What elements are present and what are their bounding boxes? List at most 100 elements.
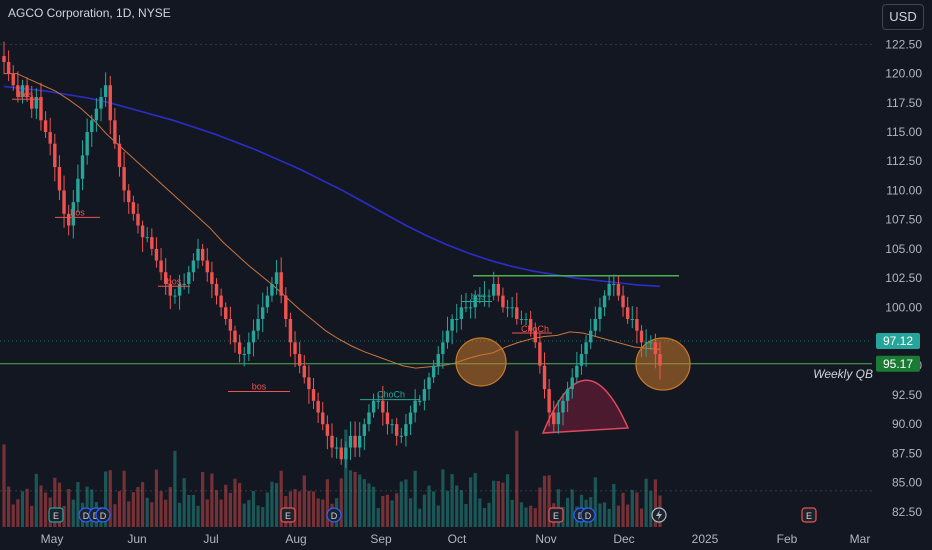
earnings-icon[interactable]: E (801, 507, 817, 523)
candle-body (552, 412, 556, 425)
volume-bar (478, 498, 482, 527)
volume-bar (154, 469, 159, 527)
event-icon-label: D (331, 511, 338, 521)
volume-bar (302, 475, 306, 527)
candle-body (154, 248, 159, 261)
candle-body (625, 307, 630, 319)
volume-bar (238, 482, 242, 527)
volume-bar (177, 502, 182, 527)
price-badge (876, 332, 920, 349)
candle-body (431, 365, 436, 378)
candle-body (196, 248, 200, 261)
candle-body (210, 272, 214, 284)
x-tick-label: Dec (613, 532, 634, 546)
highlight-circle (635, 337, 691, 391)
candle-body (339, 447, 343, 460)
earnings-icon[interactable]: E (548, 507, 564, 523)
bos-label: bos (70, 207, 85, 217)
candle-body (505, 307, 510, 309)
volume-bar (487, 502, 491, 527)
volume-bar (390, 500, 394, 527)
candle-body (127, 190, 131, 203)
candle-body (302, 365, 306, 378)
earnings-icon[interactable]: E (280, 507, 296, 523)
volume-bar (117, 491, 122, 527)
volume-bar (127, 501, 131, 527)
volume-bar (524, 507, 528, 527)
candle-body (122, 167, 126, 191)
candle-body (316, 400, 320, 413)
candle-body (561, 400, 565, 413)
dividend-icon[interactable]: D (580, 507, 596, 523)
volume-bar (630, 489, 634, 527)
volume-bar (542, 475, 547, 527)
volume-bar (621, 492, 625, 527)
candle-body (48, 132, 52, 144)
candle-body (362, 424, 367, 436)
candle-body (478, 295, 482, 297)
volume-bar (566, 497, 570, 527)
volume-bar (639, 508, 644, 527)
event-icon-shape (580, 507, 596, 523)
earnings-icon[interactable]: E (48, 507, 64, 523)
candle-body (358, 435, 362, 448)
candle-body (593, 318, 598, 331)
volume-bar (233, 478, 237, 527)
x-tick-label: Nov (535, 532, 556, 546)
candle-body (639, 330, 644, 343)
volume-bar (325, 479, 329, 527)
x-tick-label: Feb (777, 532, 798, 546)
bos-label: bos (167, 276, 182, 286)
volume-bar (505, 474, 510, 527)
dividend-icon[interactable]: D (95, 507, 111, 523)
volume-bar (653, 479, 657, 527)
candle-body (519, 318, 524, 320)
candle-body (367, 412, 371, 425)
volume-bar (358, 474, 362, 527)
volume-bar (131, 492, 135, 527)
volume-bar (459, 490, 463, 527)
volume-bar (293, 489, 297, 527)
candle-body (256, 318, 260, 331)
candle-body (30, 96, 34, 109)
volume-bar (307, 490, 311, 527)
candle-body (136, 213, 140, 226)
candle-body (150, 237, 154, 249)
volume-bar (247, 500, 251, 527)
candle-body (649, 342, 653, 344)
event-icon-label: E (553, 511, 559, 521)
lightning-icon-glyph (656, 510, 662, 520)
candle-body (66, 213, 71, 226)
volume-bar (316, 498, 320, 527)
candle-body (321, 412, 325, 425)
candle-body (542, 365, 547, 390)
candle-body (80, 155, 85, 179)
currency-button[interactable]: USD (882, 4, 924, 30)
volume-bar (279, 470, 283, 527)
volume-bar (464, 503, 468, 527)
volume-bar (644, 478, 648, 527)
y-tick-label: 110.00 (886, 183, 922, 197)
volume-bar (441, 469, 445, 527)
candle-body (200, 248, 205, 261)
candle-body (501, 295, 505, 308)
volume-bar (270, 481, 274, 527)
candle-body (334, 447, 339, 449)
candle-body (589, 330, 593, 343)
volume-bar (649, 490, 653, 527)
volume-bar (570, 489, 574, 527)
candle-body (2, 56, 6, 62)
candle-body (62, 190, 66, 214)
y-tick-label: 115.00 (886, 125, 922, 139)
y-tick-label: 92.50 (892, 388, 922, 402)
candle-body (510, 307, 514, 309)
event-icon-shape (326, 507, 342, 523)
volume-bar (16, 499, 20, 527)
volume-bar (381, 496, 385, 527)
dividend-icon[interactable]: D (326, 507, 342, 523)
candle-body (496, 283, 501, 296)
candle-body (145, 237, 149, 239)
volume-bar (210, 473, 214, 527)
